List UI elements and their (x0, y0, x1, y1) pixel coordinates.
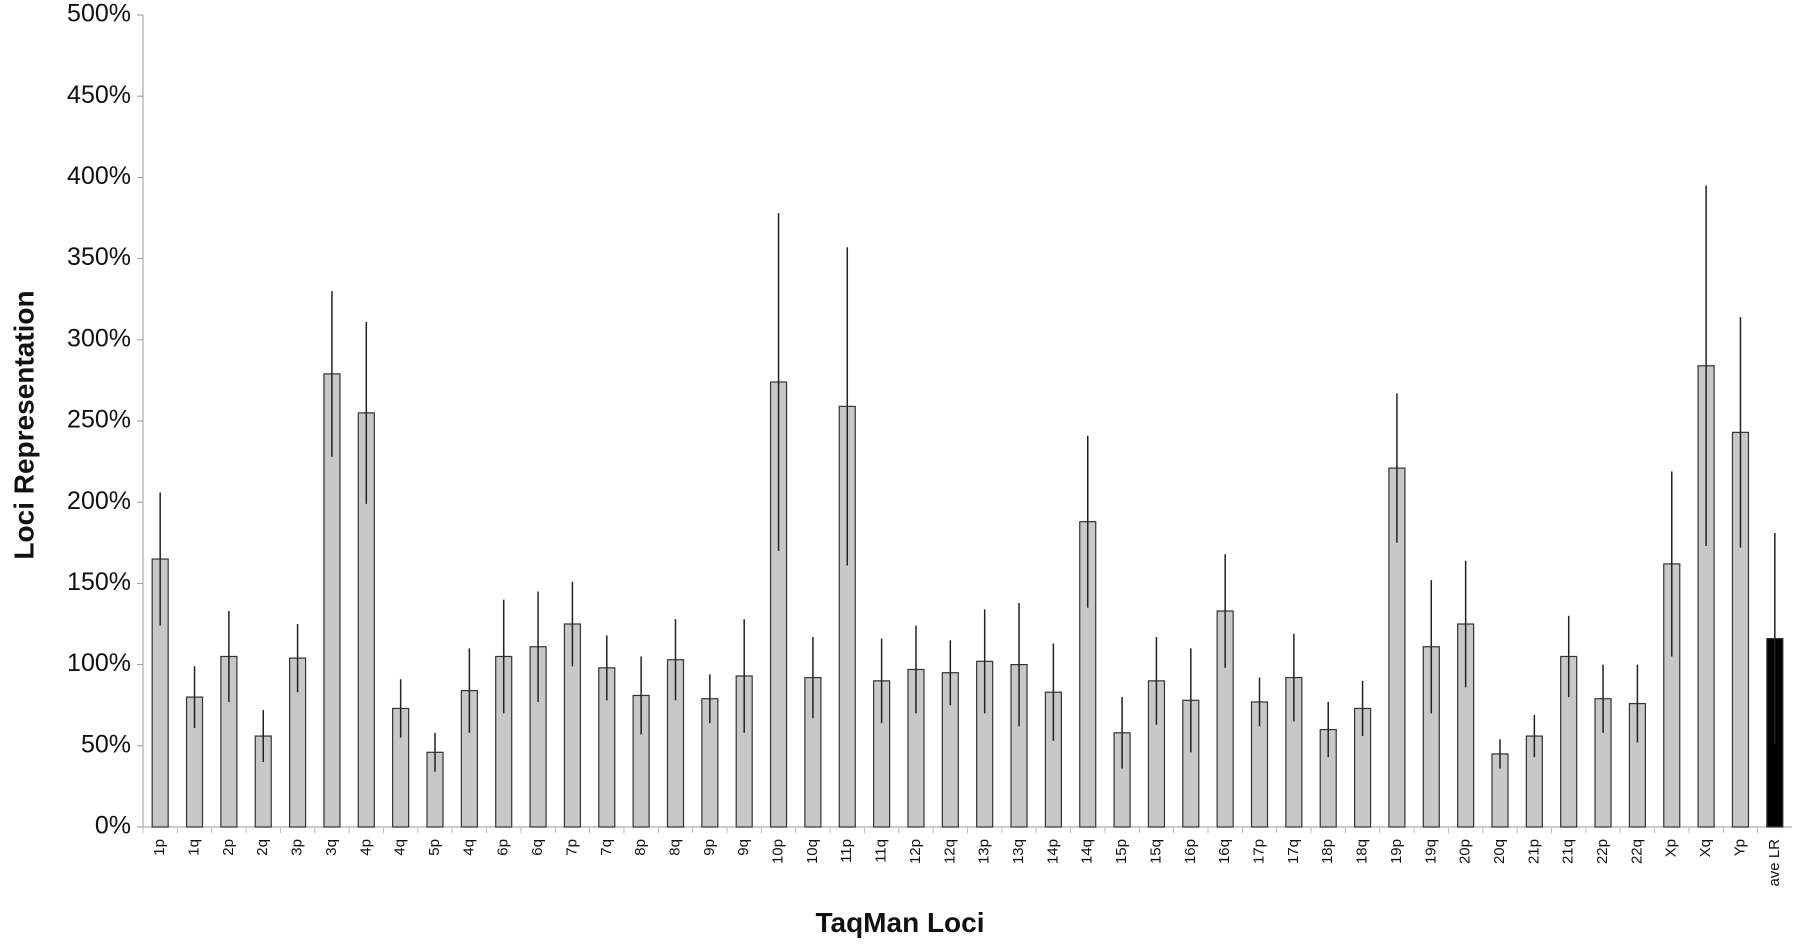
y-tick-label: 200% (67, 487, 131, 515)
x-tick-label: 1p (151, 839, 168, 856)
x-tick-label: 14q (1079, 839, 1096, 864)
x-axis-title: TaqMan Loci (815, 907, 984, 938)
x-tick-label: 16p (1182, 839, 1199, 864)
x-tick-label: 22p (1594, 839, 1611, 864)
y-tick-label: 450% (67, 81, 131, 109)
x-tick-label: 1q (186, 839, 203, 856)
x-tick-label: 15p (1113, 839, 1130, 864)
x-tick-label: 4q (392, 839, 409, 856)
x-tick-label: 20p (1457, 839, 1474, 864)
x-tick-label: 10q (804, 839, 821, 864)
x-tick-label: 21q (1560, 839, 1577, 864)
y-tick-label: 250% (67, 406, 131, 434)
x-tick-label: 18p (1319, 839, 1336, 864)
x-tick-label: 4p (357, 839, 374, 856)
x-tick-label: 6p (495, 839, 512, 856)
x-tick-label: 20q (1491, 839, 1508, 864)
x-tick-label: 16q (1216, 839, 1233, 864)
x-tick-label: 2q (254, 839, 271, 856)
x-tick-label: 17q (1285, 839, 1302, 864)
x-tick-label: 4q (460, 839, 477, 856)
y-tick-label: 400% (67, 162, 131, 190)
x-tick-label: 11q (873, 839, 890, 863)
x-tick-label: 15q (1147, 839, 1164, 864)
y-tick-label: 0% (95, 812, 131, 840)
x-tick-label: Xp (1663, 839, 1680, 857)
x-tick-label: Yp (1731, 839, 1748, 856)
x-tick-label: 13q (1010, 839, 1027, 864)
x-tick-label: 10p (770, 839, 787, 864)
x-tick-label: 12q (941, 839, 958, 864)
x-tick-label: 6q (529, 839, 546, 856)
x-tick-label: 2p (220, 839, 237, 856)
x-tick-label: 3q (323, 839, 340, 856)
x-tick-label: 13p (976, 839, 993, 864)
x-tick-label: 17p (1250, 839, 1267, 864)
y-axis-title: Loci Representation (8, 290, 39, 559)
x-tick-label: Xq (1697, 839, 1714, 857)
x-tick-label: 7q (598, 839, 615, 856)
x-tick-label: 21p (1525, 839, 1542, 864)
y-tick-label: 100% (67, 649, 131, 677)
x-tick-label: 11p (838, 839, 855, 863)
x-tick-label: 9q (735, 839, 752, 856)
x-tick-label: 3p (289, 839, 306, 856)
y-tick-label: 50% (81, 730, 131, 758)
x-tick-label: 14p (1044, 839, 1061, 864)
x-tick-label: 19p (1388, 839, 1405, 864)
x-tick-label: 18q (1354, 839, 1371, 864)
y-tick-label: 150% (67, 568, 131, 596)
x-tick-label: 19q (1422, 839, 1439, 864)
x-tick-label: ave LR (1766, 839, 1783, 887)
x-tick-label: 22q (1628, 839, 1645, 864)
x-tick-label: 5p (426, 839, 443, 856)
x-tick-label: 8q (666, 839, 683, 856)
x-tick-label: 9p (701, 839, 718, 856)
x-tick-label: 12p (907, 839, 924, 864)
x-tick-label: 8p (632, 839, 649, 856)
x-tick-label: 7p (563, 839, 580, 856)
y-tick-label: 350% (67, 243, 131, 271)
y-tick-label: 300% (67, 324, 131, 352)
y-tick-label: 500% (67, 0, 131, 28)
